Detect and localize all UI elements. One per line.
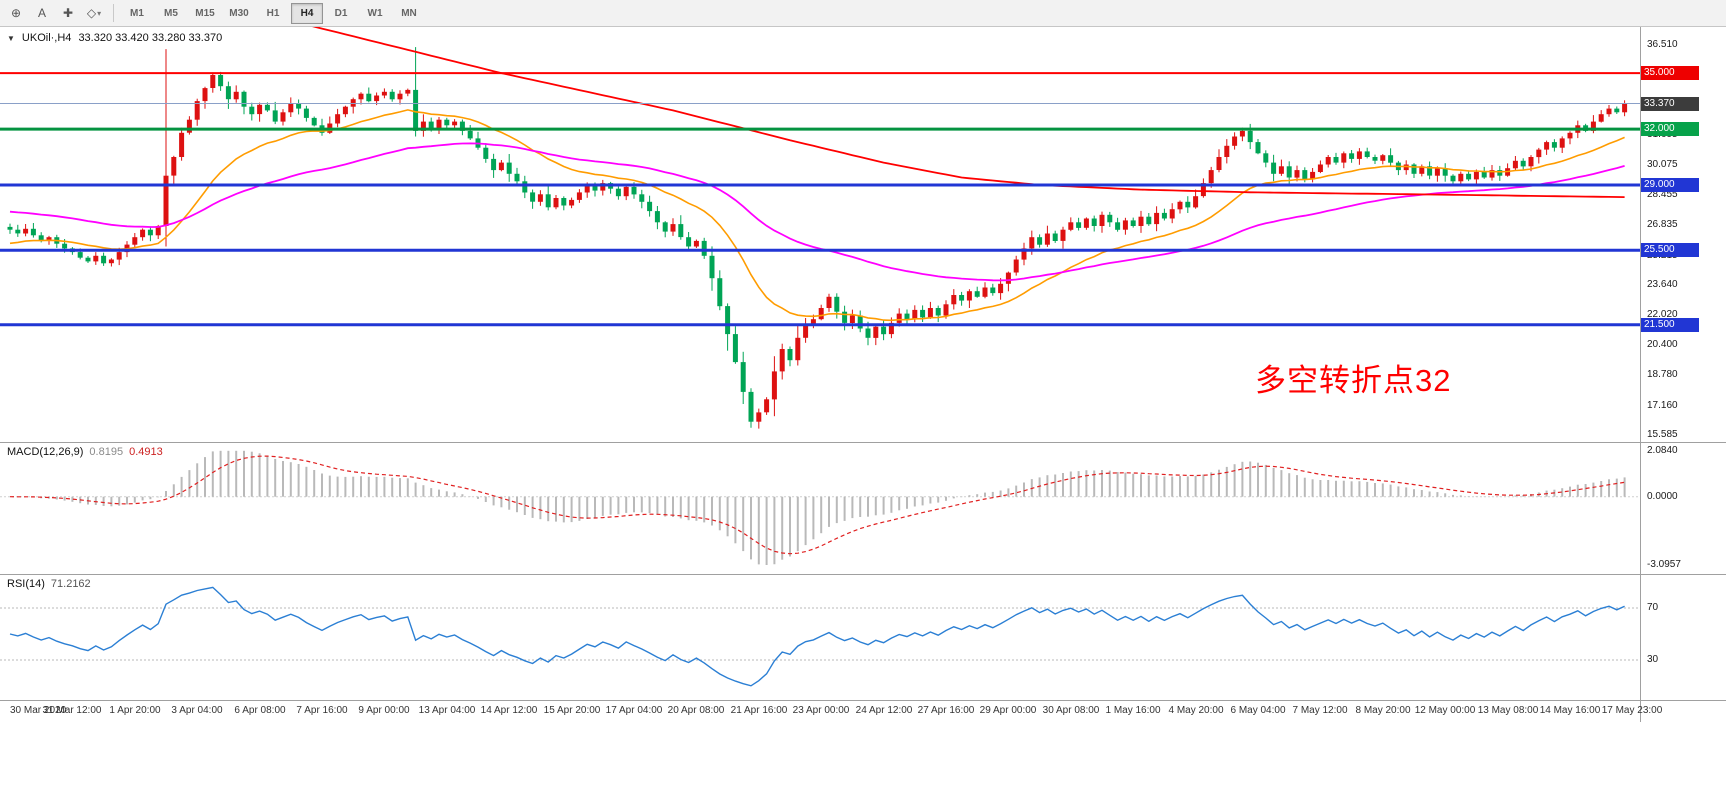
- dropdown-caret-icon: ▾: [97, 8, 102, 18]
- price-axis-label: 15.585: [1647, 429, 1678, 440]
- current-price-badge: 33.370: [1641, 97, 1699, 111]
- timeframe-w1-button[interactable]: W1: [367, 7, 383, 19]
- time-axis-label: 30 Apr 08:00: [1042, 705, 1100, 716]
- macd-histogram: [16, 450, 1626, 565]
- price-axis-label: 26.835: [1647, 219, 1678, 230]
- rsi-name: RSI(14): [7, 578, 45, 590]
- drawing-tools-group: ⊕ A ✚ ◇ ▾: [4, 2, 106, 24]
- macd-panel-canvas[interactable]: [0, 442, 1640, 574]
- time-axis-label: 17 Apr 04:00: [605, 705, 663, 716]
- horizontal-lines-layer: [0, 72, 1640, 327]
- main-chart-canvas[interactable]: [0, 27, 1640, 442]
- chart-window: 36.51031.69530.07528.45526.83525.21523.6…: [0, 27, 1726, 788]
- price-axis[interactable]: 36.51031.69530.07528.45526.83525.21523.6…: [1640, 27, 1726, 722]
- rsi-panel-canvas[interactable]: [0, 574, 1640, 700]
- time-axis-label: 27 Apr 16:00: [917, 705, 975, 716]
- time-axis-label: 3 Apr 04:00: [171, 705, 223, 716]
- price-axis-label: 20.400: [1647, 339, 1678, 350]
- rsi-axis-label: 70: [1647, 602, 1659, 613]
- crosshair-tool-button[interactable]: ✚: [62, 6, 74, 20]
- time-axis-label: 23 Apr 00:00: [792, 705, 850, 716]
- panel-separator[interactable]: [0, 574, 1726, 575]
- time-axis-label: 29 Apr 00:00: [979, 705, 1037, 716]
- price-axis-label: 30.075: [1647, 159, 1678, 170]
- collapse-chart-icon[interactable]: ▼: [7, 33, 15, 43]
- price-axis-label: 23.640: [1647, 279, 1678, 290]
- price-axis-label: 22.020: [1647, 309, 1678, 320]
- time-axis-label: 4 May 20:00: [1168, 705, 1224, 716]
- rsi-indicator-label: RSI(14) 71.2162: [7, 578, 91, 590]
- new-order-tool-button[interactable]: ⊕: [10, 6, 22, 20]
- macd-axis-label: 2.0840: [1647, 445, 1678, 456]
- macd-main-value: 0.8195: [89, 446, 124, 458]
- price-level-badge: 29.000: [1641, 178, 1699, 192]
- time-axis-label: 15 Apr 20:00: [543, 705, 601, 716]
- panel-separator: [0, 700, 1726, 701]
- price-level-badge: 35.000: [1641, 66, 1699, 80]
- text-tool-button[interactable]: A: [37, 6, 46, 20]
- time-axis-label: 17 May 23:00: [1601, 705, 1663, 716]
- timeframe-m15-button[interactable]: M15: [195, 7, 215, 19]
- time-axis[interactable]: 30 Mar 2020 31 Mar 12:00 1 Apr 20:00 3 Apr …: [0, 700, 1726, 722]
- chart-title: ▼ UKOil·,H4 33.320 33.420 33.280 33.370: [7, 32, 222, 44]
- timeframe-h4-button[interactable]: H4: [291, 2, 323, 24]
- time-axis-label: 24 Apr 12:00: [855, 705, 913, 716]
- ohlc-values: 33.320 33.420 33.280 33.370: [78, 32, 223, 44]
- macd-indicator-label: MACD(12,26,9) 0.8195 0.4913: [7, 446, 163, 458]
- price-axis-label: 18.780: [1647, 369, 1678, 380]
- timeframe-d1-button[interactable]: D1: [334, 7, 348, 19]
- magenta-ma-line: [9, 142, 1625, 282]
- time-axis-label: 1 Apr 20:00: [109, 705, 161, 716]
- price-level-badge: 21.500: [1641, 318, 1699, 332]
- panel-separator[interactable]: [0, 442, 1726, 443]
- red-trend-ma-line: [312, 27, 1625, 198]
- price-axis-label: 28.455: [1647, 189, 1678, 200]
- time-axis-label: 8 May 20:00: [1355, 705, 1411, 716]
- timeframe-mn-button[interactable]: MN: [401, 7, 417, 19]
- timeframe-m30-button[interactable]: M30: [229, 7, 249, 19]
- macd-signal-value: 0.4913: [129, 446, 163, 458]
- time-axis-label: 9 Apr 00:00: [358, 705, 410, 716]
- macd-signal-line: [9, 455, 1625, 555]
- time-axis-label: 7 Apr 16:00: [296, 705, 348, 716]
- time-axis-label: 7 May 12:00: [1292, 705, 1348, 716]
- price-axis-label: 36.510: [1647, 39, 1678, 50]
- time-axis-label: 1 May 16:00: [1105, 705, 1161, 716]
- moving-averages-layer: [9, 27, 1625, 322]
- rsi-value: 71.2162: [50, 578, 91, 590]
- macd-axis-label: 0.0000: [1647, 491, 1678, 502]
- toolbar-separator: [113, 4, 114, 22]
- top-toolbar: ⊕ A ✚ ◇ ▾ M1 M5 M15 M30 H1 H4 D1 W1 MN: [0, 0, 1726, 27]
- chart-annotation-text: 多空转折点32: [1255, 363, 1452, 398]
- time-axis-label: 6 May 04:00: [1230, 705, 1286, 716]
- time-axis-label: 14 May 16:00: [1539, 705, 1601, 716]
- price-axis-label: 17.160: [1647, 400, 1678, 411]
- symbol-timeframe-label: UKOil·,H4: [21, 32, 72, 44]
- time-axis-label: 21 Apr 16:00: [730, 705, 788, 716]
- time-axis-label: 14 Apr 12:00: [480, 705, 538, 716]
- time-axis-label: 31 Mar 12:00: [42, 705, 102, 716]
- time-axis-label: 20 Apr 08:00: [667, 705, 725, 716]
- macd-axis-label: -3.0957: [1647, 559, 1681, 570]
- timeframe-m5-button[interactable]: M5: [164, 7, 178, 19]
- rsi-axis-label: 30: [1647, 654, 1659, 665]
- time-axis-label: 13 May 08:00: [1477, 705, 1539, 716]
- timeframe-h1-button[interactable]: H1: [266, 7, 280, 19]
- time-axis-label: 12 May 00:00: [1414, 705, 1476, 716]
- macd-name: MACD(12,26,9): [7, 446, 84, 458]
- timeframe-buttons-group: M1 M5 M15 M30 H1 H4 D1 W1 MN: [121, 2, 425, 24]
- price-level-badge: 25.500: [1641, 243, 1699, 257]
- time-axis-label: 6 Apr 08:00: [234, 705, 286, 716]
- orange-ma-line: [9, 109, 1625, 322]
- shapes-tool-button[interactable]: ◇ ▾: [86, 6, 102, 20]
- price-level-badge: 32.000: [1641, 122, 1699, 136]
- time-axis-label: 13 Apr 04:00: [418, 705, 476, 716]
- timeframe-m1-button[interactable]: M1: [130, 7, 144, 19]
- candles-layer: [7, 47, 1628, 429]
- axis-separator: [1640, 27, 1641, 722]
- rsi-line: [9, 586, 1625, 687]
- time-axis-label: 30 Mar 2020: [10, 705, 67, 716]
